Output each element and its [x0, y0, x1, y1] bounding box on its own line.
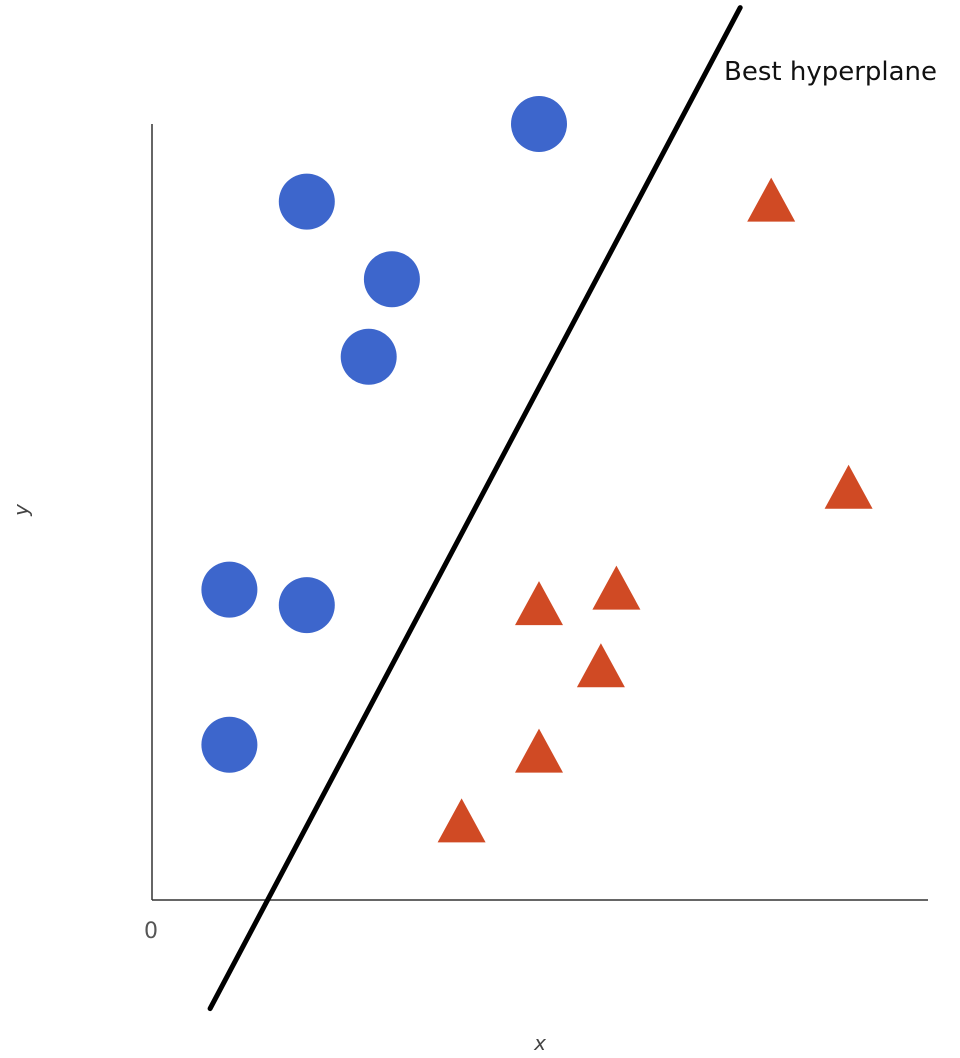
- circle-point-1: [511, 96, 567, 152]
- circle-point-4: [340, 328, 397, 385]
- best-hyperplane-line: [207, 5, 743, 1012]
- triangle-point-3: [592, 565, 641, 610]
- triangle-point-4: [515, 581, 563, 626]
- circle-point-3: [363, 251, 420, 308]
- triangle-point-6: [515, 728, 563, 773]
- triangle-point-2: [824, 464, 873, 509]
- y-axis-label: y: [9, 503, 33, 517]
- circle-point-2: [278, 173, 335, 230]
- origin-tick-label: 0: [144, 919, 158, 944]
- circle-point-6: [278, 577, 335, 634]
- circle-point-7: [201, 716, 258, 773]
- circle-point-5: [201, 561, 258, 618]
- data-points: [201, 96, 873, 843]
- triangle-point-1: [747, 177, 796, 222]
- x-axis-label: x: [533, 1031, 546, 1055]
- hyperplane-label: Best hyperplane: [724, 57, 937, 87]
- triangle-point-7: [437, 798, 486, 843]
- triangle-point-5: [576, 643, 625, 688]
